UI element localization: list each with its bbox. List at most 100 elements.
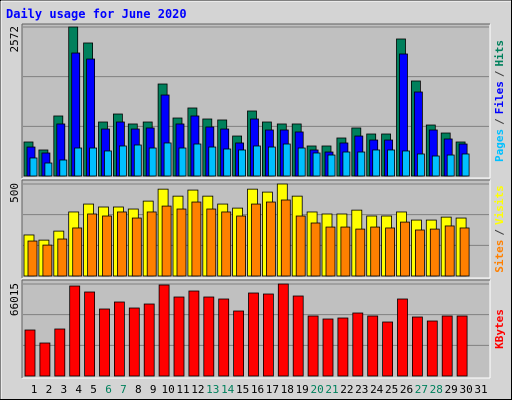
- bar: [459, 227, 470, 277]
- bar: [461, 153, 470, 177]
- bar: [429, 228, 440, 277]
- bar: [218, 298, 230, 377]
- y-tick-label: 66015: [8, 283, 21, 316]
- x-tick-label: 3: [60, 383, 67, 396]
- legend: Sites / Visits: [493, 185, 506, 273]
- bar: [355, 228, 366, 277]
- x-tick-label: 25: [385, 383, 398, 396]
- bar: [444, 225, 455, 277]
- x-tick-label: 21: [325, 383, 338, 396]
- bar: [89, 147, 97, 177]
- x-tick-label: 15: [236, 383, 249, 396]
- bar: [161, 205, 172, 277]
- bar: [337, 317, 349, 377]
- bar: [352, 312, 364, 377]
- bar: [176, 208, 187, 277]
- x-tick-label: 2: [46, 383, 53, 396]
- bar: [372, 149, 381, 177]
- bar: [312, 152, 321, 177]
- bar: [307, 315, 319, 377]
- bar: [188, 290, 200, 377]
- x-tick-label: 10: [161, 383, 174, 396]
- bar: [99, 308, 110, 377]
- bar: [431, 155, 440, 177]
- bar: [39, 342, 51, 377]
- y-tick-label: 500: [8, 183, 21, 203]
- bar: [367, 315, 379, 377]
- x-tick-label: 29: [445, 383, 458, 396]
- bar: [59, 159, 68, 177]
- bar: [203, 296, 215, 377]
- bar: [280, 199, 291, 277]
- x-tick-label: 19: [296, 383, 309, 396]
- bar: [57, 238, 68, 277]
- bar: [357, 151, 366, 177]
- x-tick-label: 22: [340, 383, 353, 396]
- bar: [24, 329, 36, 377]
- bar: [146, 211, 157, 277]
- bar: [411, 316, 423, 377]
- bar: [441, 315, 453, 377]
- x-tick-label: 4: [75, 383, 82, 396]
- legend-entry: Visits: [493, 185, 506, 225]
- x-tick-label: 1: [31, 383, 38, 396]
- legend-entry: KBytes: [493, 309, 506, 349]
- bar: [385, 227, 396, 277]
- bar: [27, 240, 38, 277]
- bar: [233, 310, 245, 377]
- bar: [114, 301, 125, 377]
- y-tick-label: 2572: [8, 26, 21, 53]
- bar: [238, 149, 247, 177]
- bar: [178, 147, 187, 177]
- bar: [426, 320, 438, 377]
- bar: [44, 162, 53, 177]
- bar: [397, 298, 408, 377]
- bar: [402, 150, 410, 177]
- legend-entry: Hits: [493, 40, 506, 67]
- x-tick-label: 18: [281, 383, 294, 396]
- bar: [173, 296, 185, 377]
- bar: [163, 142, 172, 177]
- bar: [267, 146, 276, 177]
- bar: [416, 153, 425, 177]
- bar: [297, 147, 306, 177]
- bar: [143, 303, 155, 377]
- bar: [191, 201, 202, 277]
- bar: [29, 157, 38, 177]
- bar: [131, 217, 142, 277]
- x-tick-label: 7: [120, 383, 127, 396]
- bar: [208, 146, 217, 177]
- legend: Pages / Files / Hits: [493, 40, 506, 162]
- bar: [148, 147, 157, 177]
- x-tick-label: 24: [370, 383, 384, 396]
- bar: [248, 292, 259, 377]
- bar: [72, 227, 83, 277]
- x-tick-label: 23: [355, 383, 368, 396]
- bar: [292, 295, 304, 377]
- legend-entry: Sites: [493, 240, 506, 273]
- bar: [370, 226, 381, 277]
- bar: [400, 221, 410, 277]
- x-tick-label: 31: [474, 383, 487, 396]
- bar: [223, 148, 232, 177]
- x-tick-label: 30: [459, 383, 472, 396]
- bar: [414, 229, 425, 277]
- bar: [84, 291, 95, 377]
- bar: [104, 150, 112, 177]
- legend-separator: /: [493, 118, 506, 125]
- legend-separator: /: [493, 70, 506, 77]
- bar: [310, 222, 321, 277]
- bar: [74, 147, 83, 177]
- bar: [251, 203, 261, 277]
- bar: [158, 284, 170, 377]
- bar: [277, 283, 289, 377]
- bar: [119, 145, 127, 177]
- x-tick-label: 8: [135, 383, 142, 396]
- bar: [193, 143, 202, 177]
- x-tick-label: 16: [251, 383, 264, 396]
- bar: [282, 143, 291, 177]
- legend-separator: /: [493, 229, 506, 236]
- legend-entry: Files: [493, 81, 506, 114]
- bar: [206, 208, 217, 277]
- x-tick-label: 5: [90, 383, 97, 396]
